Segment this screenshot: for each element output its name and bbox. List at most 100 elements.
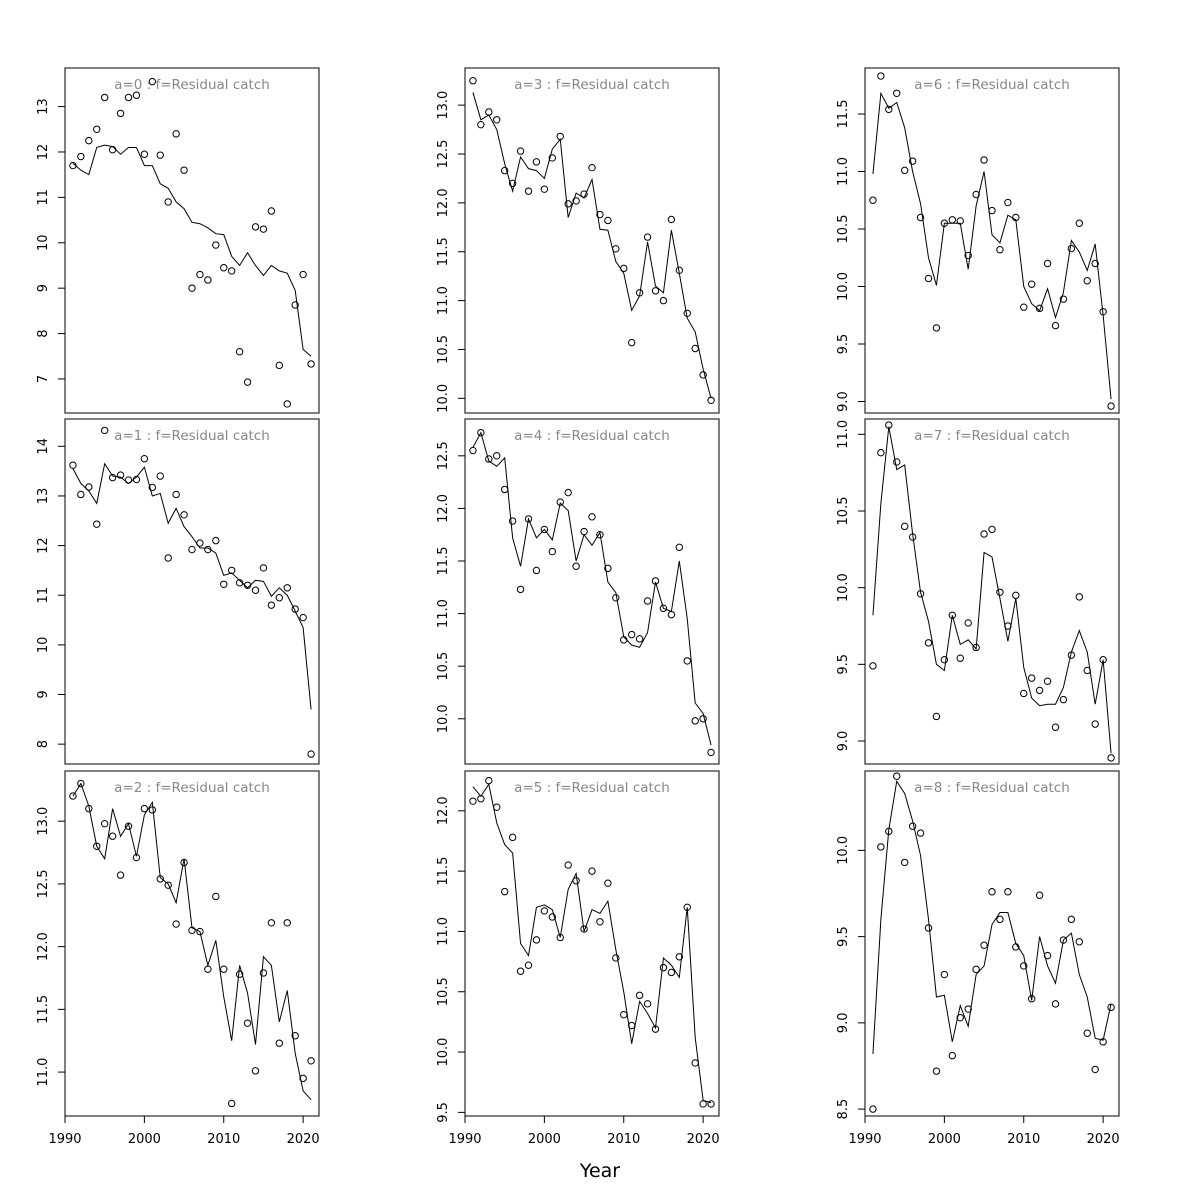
data-point — [580, 190, 588, 198]
data-point — [1067, 244, 1076, 253]
y-tick-label: 13 — [36, 488, 51, 505]
data-point — [675, 953, 684, 961]
data-point — [275, 1039, 284, 1047]
x-tick-label: 1990 — [448, 1132, 481, 1147]
data-point — [980, 941, 988, 949]
data-point — [227, 267, 236, 275]
y-tick-label: 9.5 — [836, 926, 851, 947]
data-point — [1035, 686, 1044, 695]
data-point — [667, 215, 676, 224]
x-tick-label: 1990 — [48, 1132, 81, 1147]
data-point — [283, 400, 291, 408]
data-point — [572, 197, 580, 205]
y-tick-label: 12 — [36, 537, 51, 554]
y-tick-label: 12.0 — [436, 188, 451, 217]
y-tick-label: 12.0 — [436, 796, 451, 825]
data-point — [1075, 593, 1084, 601]
x-tick-label: 2000 — [128, 1132, 161, 1147]
data-point — [675, 266, 684, 275]
data-point — [524, 515, 533, 523]
y-tick-label: 9.0 — [836, 391, 851, 412]
data-point — [699, 371, 707, 379]
data-point — [259, 564, 268, 572]
data-point — [604, 564, 612, 573]
data-point — [964, 251, 972, 260]
y-tick-label: 11.5 — [436, 857, 451, 886]
data-point — [900, 166, 909, 175]
panel-1: a=1 : f=Residual catch 8 9 10 11 12 13 14 — [36, 418, 320, 765]
data-point — [164, 881, 172, 889]
data-point — [1012, 591, 1020, 600]
data-point — [243, 581, 252, 589]
panel-title: a=0 : f=Residual catch — [114, 77, 270, 93]
fitted-line — [472, 782, 712, 1104]
data-point — [877, 449, 885, 457]
data-point — [108, 832, 117, 840]
data-point — [548, 913, 557, 921]
data-point — [1035, 304, 1044, 313]
x-tick-label: 1990 — [848, 1132, 881, 1147]
y-tick-label: 10.5 — [836, 497, 851, 526]
data-point — [869, 1105, 877, 1113]
data-point — [612, 594, 620, 602]
panel-title: a=7 : f=Residual catch — [914, 428, 1070, 444]
data-point — [893, 89, 901, 98]
data-point — [972, 190, 980, 199]
y-tick-label: 11.5 — [436, 237, 451, 266]
data-point — [1051, 723, 1060, 731]
data-point — [885, 421, 893, 429]
data-point — [108, 146, 117, 154]
data-point — [596, 210, 604, 219]
data-point — [659, 296, 668, 305]
data-point — [493, 116, 501, 124]
plot-frame — [464, 770, 720, 1117]
fitted-line — [472, 92, 712, 399]
data-point — [93, 520, 101, 528]
y-tick-label: 11.5 — [436, 547, 451, 576]
fitted-line — [872, 426, 1112, 754]
y-tick-label: 12.0 — [36, 932, 51, 961]
data-point — [259, 969, 268, 977]
data-point — [524, 961, 533, 969]
data-point — [1020, 689, 1028, 698]
data-point — [196, 927, 204, 936]
data-point — [916, 829, 925, 837]
data-point — [188, 926, 196, 935]
data-point — [1091, 259, 1099, 268]
data-point — [1043, 951, 1052, 960]
data-point — [235, 348, 244, 356]
data-point — [188, 284, 196, 292]
data-point — [124, 93, 133, 102]
panel-3: a=3 : f=Residual catch 10.0 10.5 11.0 11.5 12… — [436, 67, 720, 414]
data-point — [675, 543, 684, 552]
data-point — [235, 970, 244, 978]
data-point — [1012, 943, 1020, 951]
data-point — [116, 871, 125, 879]
data-point — [1004, 198, 1012, 207]
data-point — [485, 776, 493, 785]
data-point — [485, 455, 493, 463]
data-point — [1083, 1029, 1091, 1037]
data-point — [707, 396, 715, 404]
data-point — [180, 166, 188, 174]
data-point — [1051, 321, 1060, 330]
data-point — [908, 533, 917, 541]
plot-frame — [64, 770, 320, 1117]
panel-5: a=5 : f=Residual catch 9.5 10.0 10.5 11.0 11.… — [436, 770, 720, 1147]
data-point — [659, 963, 668, 972]
data-point — [220, 965, 228, 973]
data-point — [604, 216, 612, 225]
data-point — [869, 662, 877, 670]
y-tick-label: 10.0 — [836, 573, 851, 602]
x-tick-label: 2000 — [528, 1132, 561, 1147]
y-tick-label: 13 — [36, 98, 51, 115]
data-point — [635, 289, 644, 297]
data-point — [900, 858, 909, 867]
data-point — [580, 527, 588, 536]
data-point — [932, 712, 941, 721]
panel-title: a=4 : f=Residual catch — [514, 428, 670, 444]
data-point — [1107, 1003, 1115, 1012]
data-point — [93, 125, 101, 133]
panel-title: a=8 : f=Residual catch — [914, 780, 1070, 796]
data-point — [227, 1099, 236, 1108]
